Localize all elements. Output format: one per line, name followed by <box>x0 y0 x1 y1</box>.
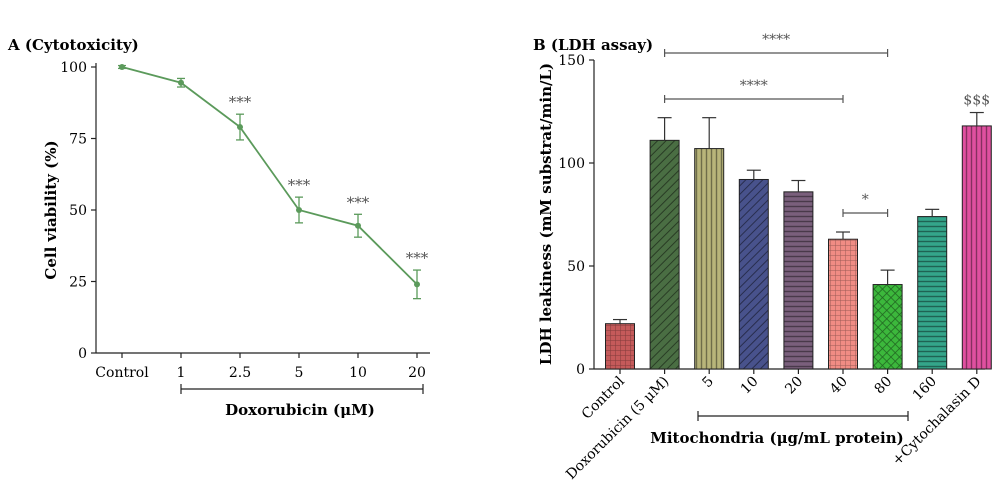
bar-pattern <box>694 148 725 370</box>
significance-label: *** <box>288 176 311 194</box>
x-tick-label: 10 <box>349 365 367 381</box>
bar-pattern <box>872 284 903 370</box>
panel-a: A (Cytotoxicity) Cell viability (%) Doxo… <box>7 36 430 419</box>
y-tick-label: 150 <box>558 53 585 69</box>
sig-bracket-label: **** <box>740 78 768 94</box>
x-tick-label: 1 <box>177 365 186 381</box>
panel-a-x-axis-label: Doxorubicin (μM) <box>225 401 375 419</box>
data-point <box>119 64 125 70</box>
x-tick-label: 10 <box>738 374 762 398</box>
significance-label: *** <box>229 93 252 111</box>
data-point <box>237 124 243 131</box>
y-tick-label: 75 <box>69 132 87 148</box>
panel-b-marks: *********$$$ <box>605 32 992 370</box>
bar-pattern <box>783 191 814 370</box>
y-tick-label: 50 <box>69 203 87 219</box>
bar-pattern <box>649 139 680 370</box>
data-point <box>296 207 302 213</box>
panel-b-y-axis-label: LDH leakiness (mM substrat/min/L) <box>537 63 555 365</box>
y-tick-label: 100 <box>60 60 87 76</box>
x-tick-label: 160 <box>910 374 940 404</box>
x-tick-label: 80 <box>872 374 896 398</box>
significance-label: $$$ <box>963 93 990 109</box>
data-point <box>178 79 184 86</box>
x-tick-label: 40 <box>827 374 851 398</box>
significance-label: *** <box>347 193 370 211</box>
bar-pattern <box>961 125 992 370</box>
panel-a-title: A (Cytotoxicity) <box>7 36 139 54</box>
data-point <box>355 222 361 229</box>
x-tick-label: 20 <box>408 365 426 381</box>
series-line <box>121 66 418 285</box>
bar-pattern <box>605 323 635 370</box>
bar-pattern <box>917 216 948 370</box>
panel-a-axes: 0 25 50 75 100 Control 1 2.5 5 10 20 <box>60 60 430 394</box>
x-tick-label: 20 <box>782 374 806 398</box>
panel-b-title: B (LDH assay) <box>533 36 653 54</box>
data-point <box>414 281 420 288</box>
x-tick-label: 5 <box>295 365 304 381</box>
panel-a-y-axis-label: Cell viability (%) <box>42 140 60 279</box>
bar-pattern <box>828 238 858 370</box>
y-tick-label: 100 <box>558 156 585 172</box>
y-tick-label: 50 <box>567 259 585 275</box>
x-tick-label: Control <box>95 365 149 381</box>
sig-bracket-label: * <box>862 192 869 208</box>
x-tick-label: 5 <box>699 374 717 392</box>
panel-b: B (LDH assay) LDH leakiness (mM substrat… <box>533 32 992 483</box>
panel-b-x-axis-label: Mitochondria (μg/mL protein) <box>650 429 903 447</box>
y-tick-label: 0 <box>78 346 87 362</box>
sig-bracket-label: **** <box>762 32 790 48</box>
x-tick-label: 2.5 <box>229 365 251 381</box>
bar-pattern <box>738 178 769 370</box>
y-tick-label: 0 <box>576 362 585 378</box>
significance-label: *** <box>406 249 429 267</box>
y-tick-label: 25 <box>69 275 87 291</box>
panel-a-marks: *** *** *** *** <box>118 64 429 300</box>
